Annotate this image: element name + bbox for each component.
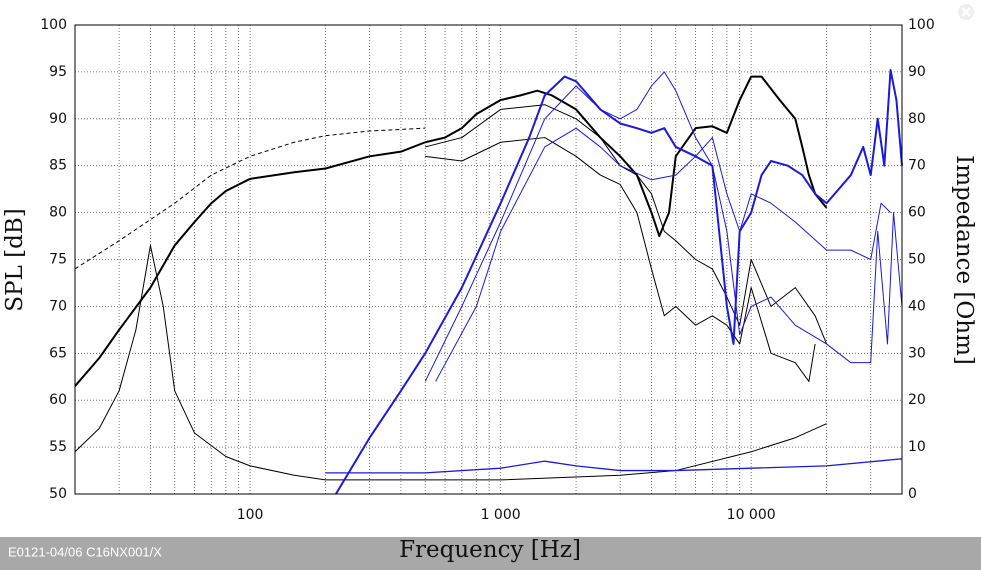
y-tick-label: 80 — [49, 205, 67, 221]
plot-frame — [74, 24, 903, 495]
y2-tick-label: 20 — [908, 392, 926, 408]
y-tick-label: 75 — [49, 252, 67, 268]
spl-curve — [74, 127, 426, 270]
y2-tick-label: 0 — [908, 486, 917, 502]
spl-curve — [335, 69, 903, 495]
y2-axis-label: Impedance [Ohm] — [951, 155, 977, 365]
close-icon[interactable] — [958, 4, 974, 20]
spl-curve — [435, 127, 891, 382]
y-tick-label: 85 — [49, 158, 67, 174]
footer-bar — [0, 537, 981, 570]
y2-tick-label: 80 — [908, 111, 926, 127]
y-tick-label: 70 — [49, 298, 67, 314]
y-tick-label: 95 — [49, 64, 67, 80]
y-tick-label: 90 — [49, 111, 67, 127]
y2-tick-label: 90 — [908, 64, 926, 80]
y-tick-label: 50 — [49, 486, 67, 502]
y-tick-label: 60 — [49, 392, 67, 408]
plot-area — [74, 69, 903, 495]
y2-tick-label: 100 — [908, 17, 935, 33]
spl-curve — [74, 75, 828, 387]
footer-text: E0121-04/06 C16NX001/X — [8, 544, 162, 559]
y-tick-label: 55 — [49, 439, 67, 455]
y2-tick-label: 30 — [908, 345, 926, 361]
impedance-curve — [325, 458, 903, 474]
y-tick-label: 100 — [40, 17, 67, 33]
spl-curve — [425, 137, 816, 382]
y2-tick-label: 60 — [908, 205, 926, 221]
y-axis-label: SPL [dB] — [2, 208, 28, 311]
spl-curve — [424, 71, 903, 382]
x-tick-label: 100 — [237, 507, 264, 523]
x-tick-label: 10 000 — [727, 507, 776, 523]
y-tick-label: 65 — [49, 345, 67, 361]
grid — [75, 24, 902, 495]
y2-tick-label: 70 — [908, 158, 926, 174]
y2-tick-label: 50 — [908, 252, 926, 268]
y2-tick-label: 10 — [908, 439, 926, 455]
y2-tick-label: 40 — [908, 298, 926, 314]
x-tick-label: 1 000 — [481, 507, 521, 523]
x-axis-label: Frequency [Hz] — [399, 537, 581, 563]
